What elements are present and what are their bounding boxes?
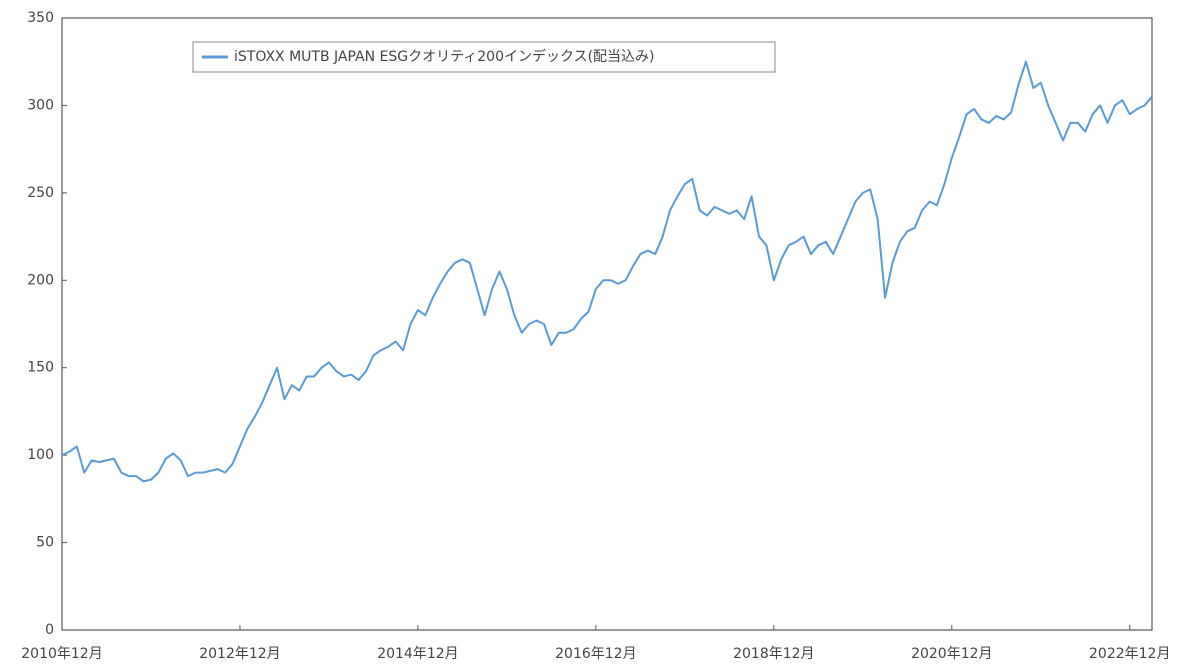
plot-frame (61, 17, 1153, 631)
x-tick-label: 2018年12月 (733, 646, 814, 662)
legend-label: iSTOXX MUTB JAPAN ESGクオリティ200インデックス(配当込み… (234, 48, 655, 65)
y-tick-label: 350 (27, 10, 54, 26)
x-tick-label: 2010年12月 (21, 646, 102, 662)
x-tick-label: 2012年12月 (199, 646, 280, 662)
x-tick-label: 2020年12月 (911, 646, 992, 662)
legend-box (192, 41, 776, 73)
y-tick-label: 300 (27, 97, 54, 113)
y-tick-label: 200 (27, 272, 54, 288)
x-tick-label: 2016年12月 (555, 646, 636, 662)
x-tick-label: 2022年12月 (1089, 646, 1170, 662)
y-tick-label: 100 (27, 447, 54, 463)
x-tick-label: 2014年12月 (377, 646, 458, 662)
y-tick-label: 150 (27, 360, 54, 376)
y-tick-label: 0 (45, 622, 54, 638)
y-tick-label: 250 (27, 185, 54, 201)
y-tick-label: 50 (36, 535, 54, 551)
data-line (61, 60, 1153, 483)
